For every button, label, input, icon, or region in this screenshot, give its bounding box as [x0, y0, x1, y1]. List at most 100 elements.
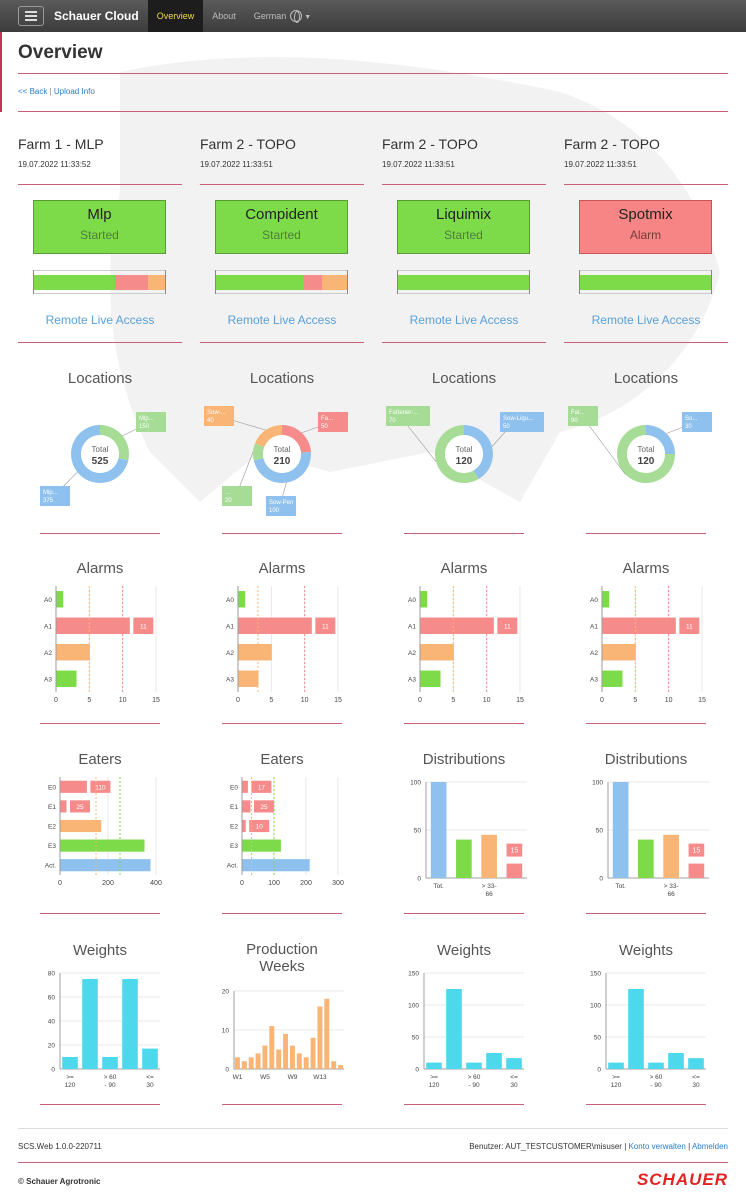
donut-slice[interactable] [282, 425, 311, 453]
bar[interactable] [481, 834, 497, 878]
slice-value: 30 [685, 424, 692, 430]
logout-link[interactable]: Abmelden [691, 1142, 728, 1151]
bar[interactable] [60, 819, 102, 833]
nav-overview[interactable]: Overview [147, 0, 204, 32]
remote-live-access-link[interactable]: Remote Live Access [591, 313, 701, 327]
weights-title: Weights [564, 942, 728, 959]
bar[interactable] [56, 591, 64, 608]
bar[interactable] [283, 1033, 289, 1069]
bar[interactable] [242, 800, 251, 813]
bar[interactable] [668, 1053, 684, 1069]
bar[interactable] [420, 670, 441, 687]
device-status-box[interactable]: Spotmix Alarm [579, 200, 712, 254]
remote-live-access-link[interactable]: Remote Live Access [45, 313, 155, 327]
bar[interactable] [238, 591, 246, 608]
account-link[interactable]: Konto verwalten [628, 1142, 686, 1151]
bar[interactable] [56, 644, 90, 661]
device-status-box[interactable]: Compident Started [215, 200, 348, 254]
bar[interactable] [310, 1037, 316, 1069]
bar[interactable] [56, 617, 130, 634]
bar[interactable] [242, 839, 281, 852]
bar[interactable] [628, 989, 644, 1069]
bar[interactable] [602, 591, 610, 608]
bar[interactable] [102, 1057, 118, 1069]
donut-slice[interactable] [253, 451, 311, 483]
x-tick-label: 10 [301, 697, 309, 704]
bar[interactable] [506, 1058, 522, 1069]
remote-live-access-link[interactable]: Remote Live Access [409, 313, 519, 327]
bar[interactable] [262, 1045, 268, 1069]
bar-fill [216, 275, 347, 290]
bar[interactable] [289, 1045, 295, 1069]
bar[interactable] [456, 839, 472, 878]
bar[interactable] [269, 1026, 275, 1069]
bar[interactable] [62, 1057, 78, 1069]
bar[interactable] [688, 863, 705, 878]
bar[interactable] [242, 859, 310, 872]
bar[interactable] [506, 863, 523, 878]
donut-slice[interactable] [253, 443, 265, 461]
bar[interactable] [56, 670, 77, 687]
brand-title[interactable]: Schauer Cloud [54, 9, 139, 23]
bar[interactable] [142, 1048, 158, 1069]
bar[interactable] [242, 819, 246, 833]
bar[interactable] [688, 1058, 704, 1069]
bar[interactable] [602, 644, 636, 661]
bar-value-label: 17 [258, 784, 266, 791]
device-status-box[interactable]: Mlp Started [33, 200, 166, 254]
bar[interactable] [608, 1062, 624, 1069]
bar[interactable] [486, 1053, 502, 1069]
device-status-box[interactable]: Liquimix Started [397, 200, 530, 254]
bar[interactable] [317, 1006, 323, 1069]
bar[interactable] [242, 780, 248, 793]
bar[interactable] [60, 839, 145, 852]
bar[interactable] [60, 800, 67, 813]
bar[interactable] [255, 1053, 261, 1069]
bar[interactable] [446, 989, 462, 1069]
donut-slice[interactable] [71, 425, 129, 483]
bar[interactable] [60, 780, 87, 793]
bar[interactable] [303, 1057, 309, 1069]
donut-slice[interactable] [617, 425, 675, 483]
bar[interactable] [234, 1057, 240, 1069]
bar[interactable] [60, 859, 151, 872]
bar[interactable] [430, 782, 447, 878]
bar[interactable] [324, 998, 330, 1069]
bar[interactable] [420, 591, 428, 608]
bar[interactable] [238, 644, 272, 661]
upload-info-link[interactable]: Upload Info [53, 87, 95, 96]
remote-live-access-link[interactable]: Remote Live Access [227, 313, 337, 327]
bar[interactable] [296, 1053, 302, 1069]
bar[interactable] [466, 1062, 482, 1069]
bar[interactable] [276, 1049, 282, 1070]
bar[interactable] [238, 670, 259, 687]
back-link[interactable]: << Back [18, 87, 48, 96]
bar[interactable] [238, 617, 312, 634]
language-dropdown[interactable]: German ▼ [245, 0, 320, 32]
donut-slice[interactable] [464, 425, 493, 480]
bar[interactable] [331, 1061, 337, 1069]
slice-label-box [266, 496, 296, 516]
nav-about[interactable]: About [212, 11, 236, 21]
y-tick-label: 0 [415, 1067, 419, 1074]
farm-timestamp: 19.07.2022 11:33:51 [382, 160, 455, 169]
bar[interactable] [426, 1062, 442, 1069]
donut-slice[interactable] [646, 425, 675, 454]
bar[interactable] [602, 617, 676, 634]
bar[interactable] [602, 670, 623, 687]
bar[interactable] [248, 1057, 254, 1069]
bar[interactable] [638, 839, 654, 878]
bar[interactable] [338, 1065, 344, 1069]
donut-slice[interactable] [100, 425, 129, 461]
bar[interactable] [241, 1061, 247, 1069]
donut-slice[interactable] [435, 425, 479, 483]
bar[interactable] [82, 979, 98, 1069]
donut-slice[interactable] [255, 425, 282, 448]
bar[interactable] [648, 1062, 664, 1069]
bar[interactable] [122, 979, 138, 1069]
bar[interactable] [420, 617, 494, 634]
bar[interactable] [663, 834, 679, 878]
bar[interactable] [420, 644, 454, 661]
menu-toggle-button[interactable] [18, 6, 44, 26]
bar[interactable] [612, 782, 629, 878]
